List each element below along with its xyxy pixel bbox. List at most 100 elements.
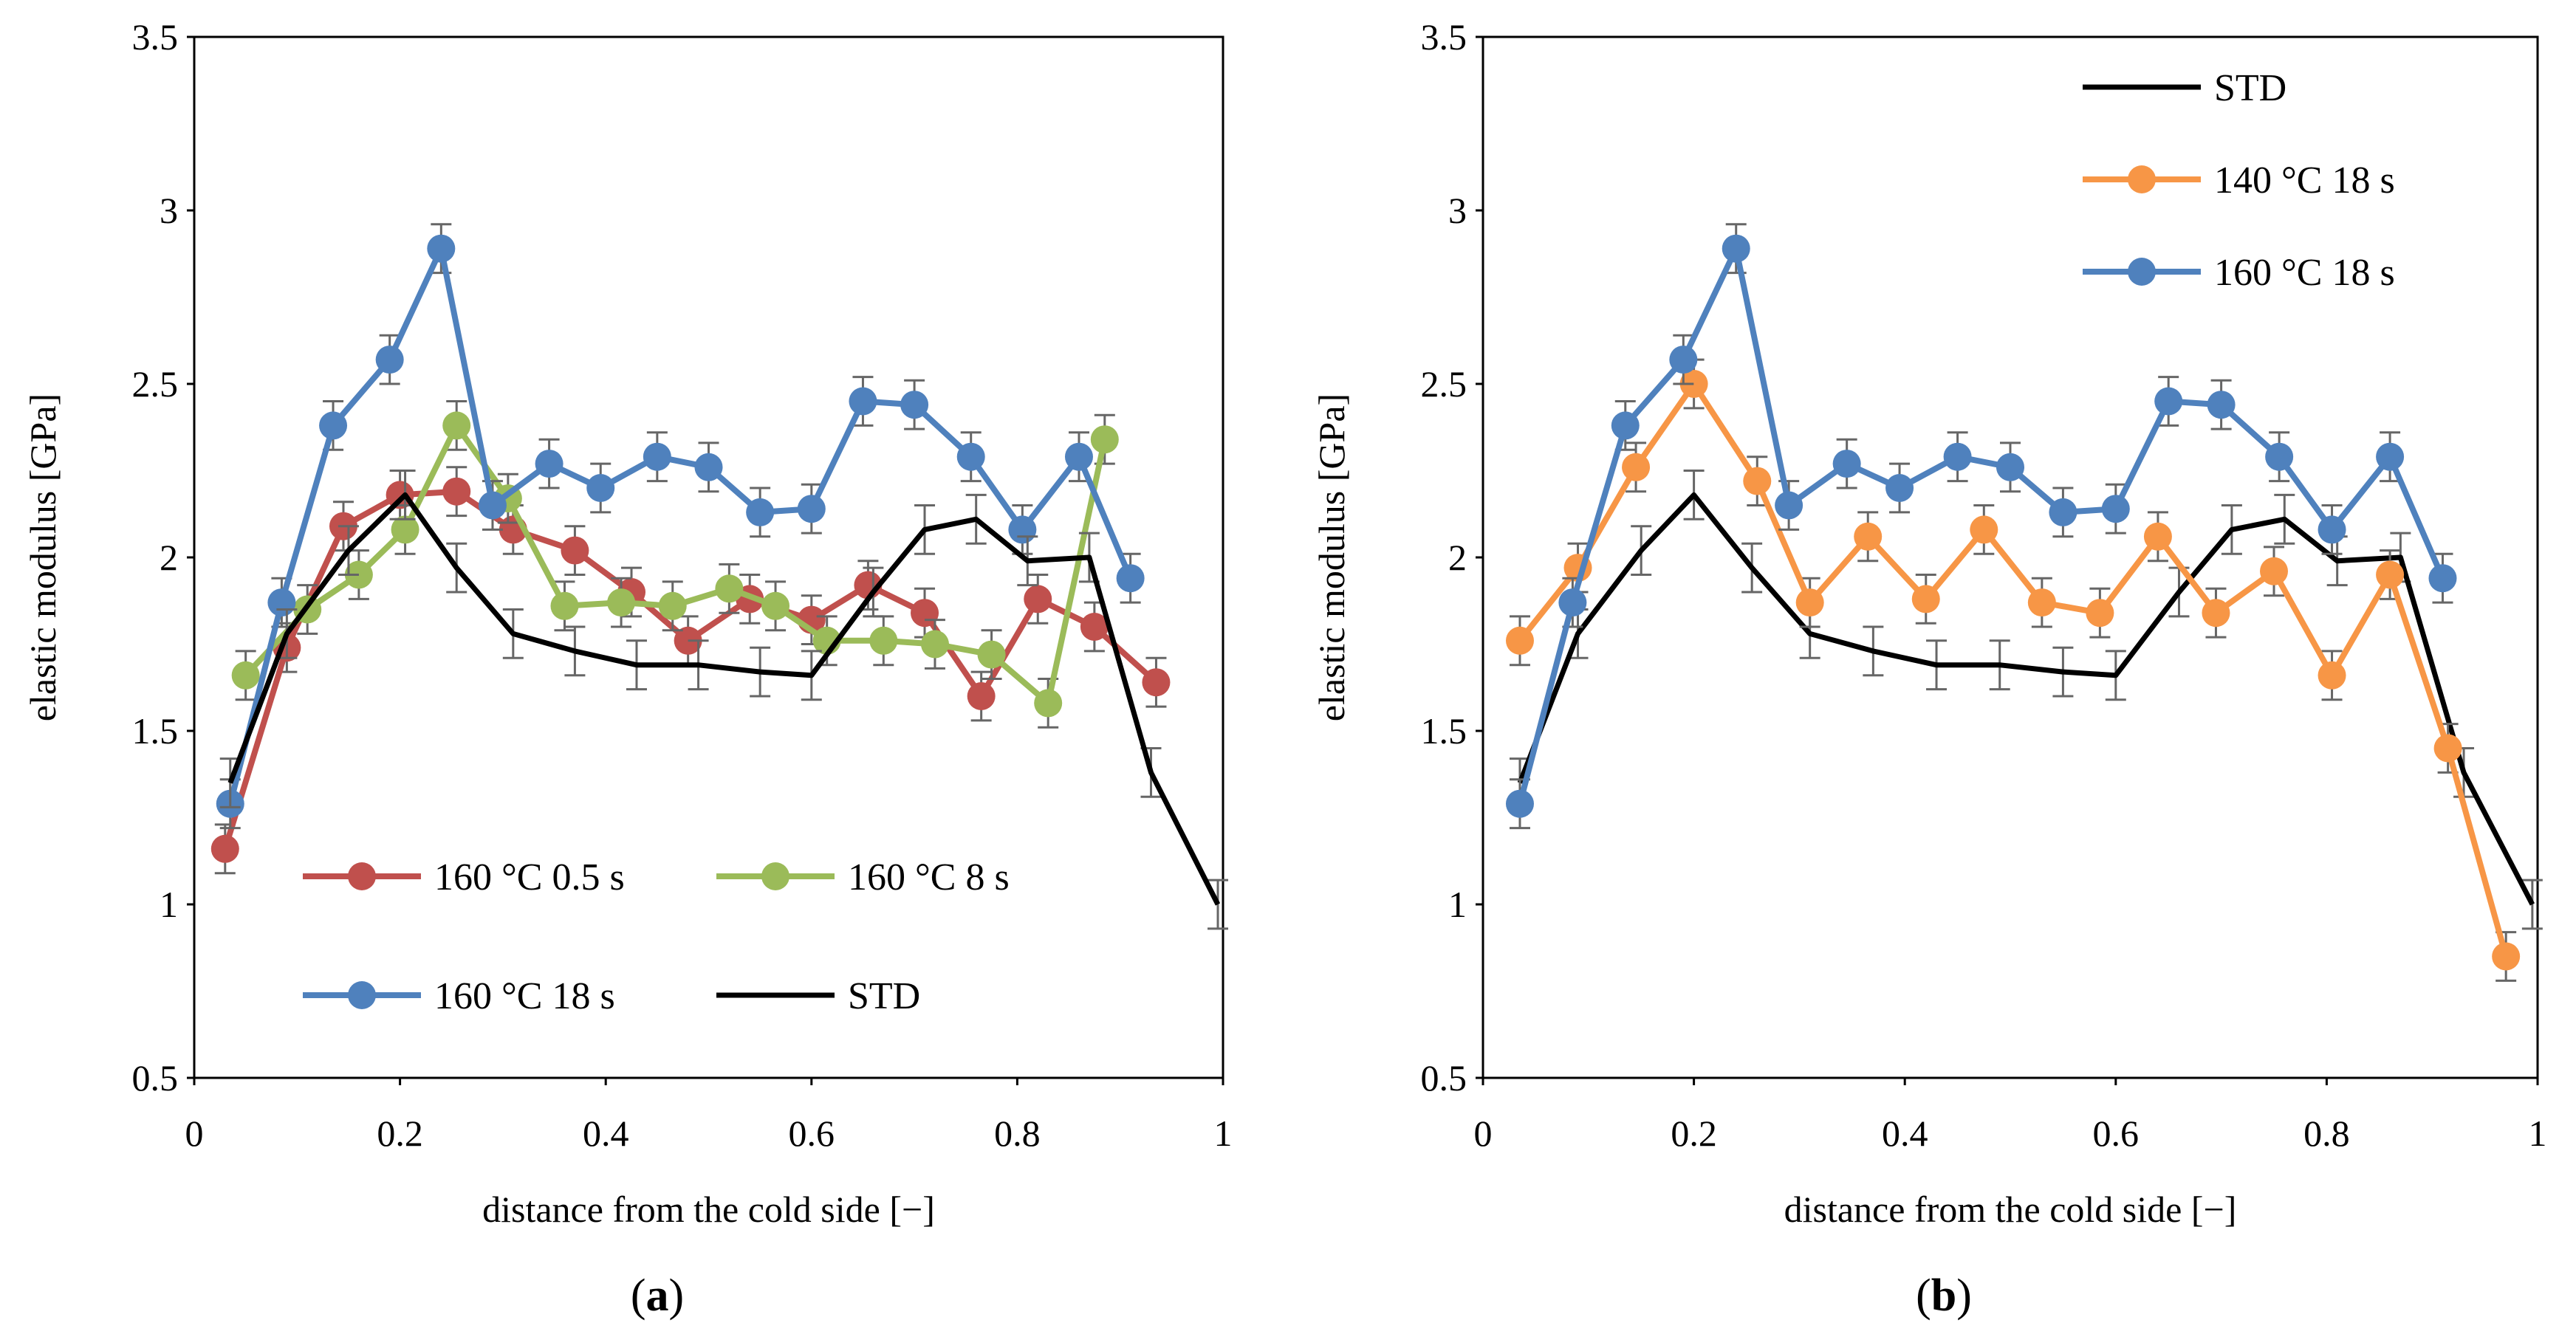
chart-b-legend-entry-140-c-18-s: 140 °C 18 s (2083, 159, 2395, 202)
chart-b-data-point (1885, 474, 1914, 502)
chart-a-data-point (920, 630, 949, 659)
chart-b-legend-swatch-marker (2128, 258, 2156, 286)
chart-a-data-point (427, 234, 456, 263)
chart-a-data-point (561, 536, 589, 565)
chart-a-data-point (1064, 442, 1093, 471)
chart-b-y-tick-label: 1.5 (1421, 710, 1467, 752)
chart-a-data-point (694, 453, 723, 481)
chart-b-data-point (2027, 588, 2056, 617)
chart-a-data-point (1080, 613, 1109, 641)
chart-a-data-point (607, 588, 636, 617)
chart-a-data-point (391, 515, 419, 544)
chart-b-data-point (2049, 498, 2077, 526)
chart-b-data-point (1854, 522, 1883, 551)
chart-a-x-tick-label: 0.6 (789, 1113, 835, 1154)
chart-b-data-point (2101, 495, 2130, 523)
chart-b-data-point (1996, 453, 2024, 481)
chart-b-data-point (1558, 588, 1587, 617)
chart-a-data-point (535, 450, 564, 478)
chart-b-data-point (2154, 387, 2183, 416)
chart-a-y-tick-label: 1.5 (132, 710, 179, 752)
chart-a-data-point (967, 682, 996, 710)
chart-b-legend-label: 160 °C 18 s (2214, 252, 2395, 294)
chart-b-y-axis-label: elastic modulus [GPa] (1311, 393, 1352, 721)
chart-b-legend-label: STD (2214, 67, 2286, 109)
chart-b-legend-entry-160-c-18-s: 160 °C 18 s (2083, 252, 2395, 294)
chart-a-data-point (231, 661, 260, 690)
chart-a-series-160-c-8-s (231, 400, 1119, 729)
chart-b-series-line-160-c-18-s (1517, 245, 2446, 805)
chart-b-legend-label: 140 °C 18 s (2214, 159, 2395, 202)
chart-a-legend-entry-160-c-8-s: 160 °C 8 s (716, 856, 1010, 898)
chart-b-data-point (1679, 370, 1708, 398)
chart-b-data-point (2428, 564, 2457, 593)
chart-a-series-line-160-c-18-s (227, 245, 1134, 805)
panel-label-b: (b) (1916, 1271, 1972, 1321)
chart-b-legend: STD 140 °C 18 s 160 °C 18 s (2083, 67, 2395, 294)
chart-a-x-tick-label: 0.2 (377, 1113, 423, 1154)
chart-b-data-point (1832, 450, 1861, 478)
chart-b-x-tick-label: 0.6 (2093, 1113, 2140, 1154)
chart-a-legend-swatch-marker (348, 981, 376, 1009)
chart-b-data-point (1505, 789, 1534, 818)
chart-a-y-tick-label: 3 (160, 190, 178, 231)
chart-b-data-point (2202, 599, 2230, 628)
chart-a-x-tick-label: 0 (185, 1113, 204, 1154)
chart-b-data-point (2318, 661, 2346, 690)
chart-a-y-tick-label: 0.5 (132, 1057, 179, 1099)
chart-b-data-point (2318, 515, 2346, 544)
panel-label-a: (a) (631, 1271, 684, 1321)
chart-panel-b: 0.5 1 1.5 2 2.5 3 3.5 0 0.2 0.4 0.6 0.8 1 distance fr… (1311, 16, 2547, 1230)
chart-b-y-tick-label: 1 (1448, 884, 1467, 925)
chart-b-series-140-c-18-s (1505, 358, 2521, 982)
chart-b-series-line-std (1517, 492, 2535, 906)
chart-b-data-point (2260, 557, 2288, 585)
chart-a-data-point (1116, 564, 1145, 593)
chart-b-data-point (2086, 599, 2114, 628)
chart-a-legend-label: 160 °C 8 s (848, 856, 1010, 898)
chart-a-legend-label: 160 °C 0.5 s (434, 856, 625, 898)
chart-b-data-point (1911, 585, 1940, 613)
chart-b-data-point (1722, 234, 1750, 263)
chart-a-data-point (586, 474, 615, 502)
chart-a-data-point (550, 591, 579, 620)
chart-a-legend-swatch-marker (761, 862, 789, 890)
chart-a-data-point (375, 346, 404, 374)
chart-a-data-point (715, 574, 744, 603)
chart-a-x-tick-label: 0.4 (583, 1113, 629, 1154)
chart-a-series-line-std (227, 492, 1221, 906)
chart-a-x-axis-label: distance from the cold side [−] (482, 1189, 935, 1230)
chart-b-series-line-140-c-18-s (1517, 381, 2510, 958)
chart-a-data-point (442, 477, 471, 506)
chart-b-data-point (1622, 453, 1651, 481)
chart-b-data-point (1795, 588, 1824, 617)
chart-b-y-tick-label: 2 (1448, 537, 1467, 578)
chart-a-x-tick-label: 0.8 (994, 1113, 1041, 1154)
chart-a-data-point (797, 495, 826, 523)
chart-a-data-point (658, 591, 687, 620)
chart-a-y-tick-label: 2 (160, 537, 178, 578)
chart-a-data-point (442, 411, 471, 440)
chart-a-data-point (1008, 515, 1037, 544)
chart-a-y-tick-label: 3.5 (132, 16, 179, 58)
chart-a-legend-entry-160-c-18-s: 160 °C 18 s (303, 975, 615, 1017)
chart-a-data-point (977, 640, 1006, 669)
chart-b-data-point (2207, 391, 2236, 419)
chart-a-data-point (869, 626, 898, 655)
chart-a-series-std (219, 470, 1229, 930)
chart-a-data-point (849, 387, 877, 416)
chart-a-data-point (956, 442, 985, 471)
chart-a-y-tick-label: 1 (160, 884, 178, 925)
chart-a-legend: 160 °C 0.5 s 160 °C 8 s 160 °C 18 s STD (303, 856, 1010, 1017)
chart-a-legend-label: 160 °C 18 s (434, 975, 615, 1017)
chart-a-x-tick-label: 1 (1214, 1113, 1233, 1154)
chart-b-x-tick-label: 0.4 (1882, 1113, 1928, 1154)
chart-b-data-point (1775, 491, 1803, 520)
chart-b-data-point (2265, 442, 2294, 471)
chart-b-y-tick-label: 3.5 (1421, 16, 1467, 58)
chart-b-y-tick-label: 3 (1448, 190, 1467, 231)
chart-b-x-tick-label: 0 (1474, 1113, 1493, 1154)
chart-b-legend-swatch-marker (2128, 165, 2156, 193)
chart-b-data-point (1669, 346, 1698, 374)
chart-b-data-point (2376, 560, 2405, 589)
